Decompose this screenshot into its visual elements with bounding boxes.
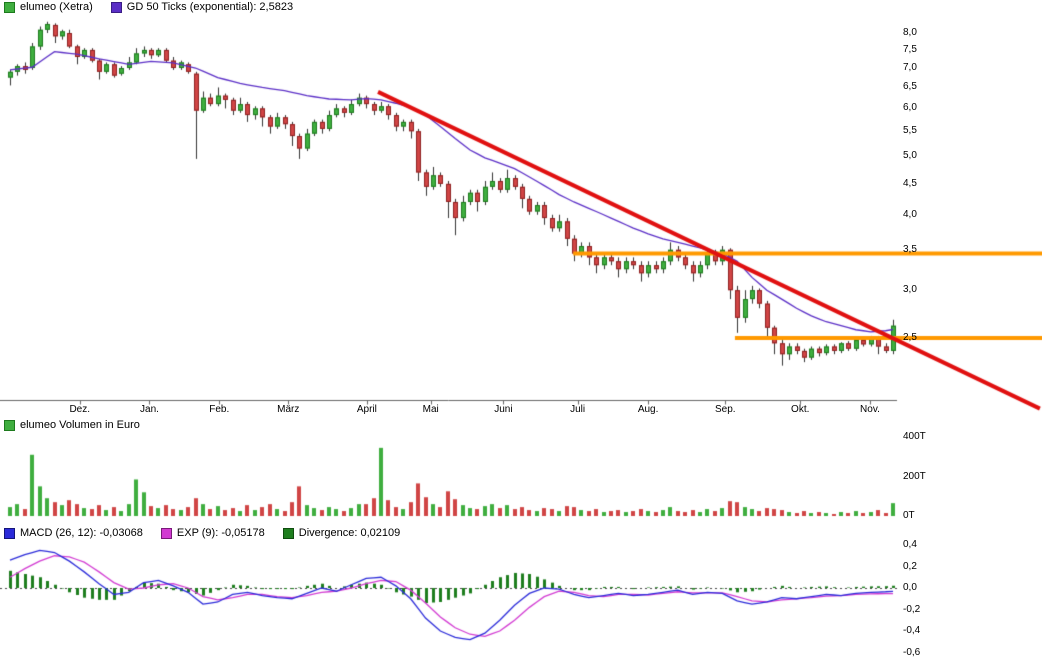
- macd-label: MACD (26, 12): -0,03068: [20, 527, 143, 539]
- price-series-swatch-icon: [4, 2, 15, 13]
- price-y-tick-label: 2,5: [903, 332, 917, 343]
- macd-swatch-icon: [4, 528, 15, 539]
- divergence-label: Divergence: 0,02109: [298, 527, 401, 539]
- gd50-label: GD 50 Ticks (exponential): 2,5823: [126, 1, 294, 13]
- macd-y-tick-label: -0,2: [903, 603, 921, 615]
- macd-y-tick-label: 0,4: [903, 539, 917, 550]
- price-series-label: elumeo (Xetra): [20, 1, 93, 13]
- macd-y-tick-label: -0,6: [903, 646, 921, 658]
- price-y-tick-label: 3,5: [903, 243, 917, 255]
- price-x-tick-label: März: [277, 404, 300, 415]
- price-y-tick-label: 7,5: [903, 43, 917, 55]
- macd-legend: MACD (26, 12): -0,03068 EXP (9): -0,0517…: [4, 527, 400, 540]
- price-x-tick-label: Jan.: [140, 404, 159, 415]
- volume-y-tick-label: 0T: [903, 510, 915, 521]
- price-y-tick-label: 5,5: [903, 125, 917, 137]
- price-series-legend-item: elumeo (Xetra): [4, 1, 93, 14]
- price-x-tick-label: Feb.: [209, 404, 230, 415]
- price-x-tick-label: Aug.: [637, 404, 659, 415]
- divergence-swatch-icon: [282, 528, 294, 539]
- price-x-tick-label: Dez.: [69, 404, 91, 415]
- price-y-tick-label: 5,0: [903, 150, 917, 162]
- price-y-tick-label: 3,0: [903, 284, 917, 296]
- exp-label: EXP (9): -0,05178: [176, 527, 265, 539]
- price-x-tick-label: Okt.: [791, 404, 810, 415]
- macd-y-tick-label: 0,2: [903, 560, 917, 572]
- volume-y-tick-label: 200T: [903, 470, 926, 482]
- gd50-swatch-icon: [110, 2, 122, 13]
- gd50-legend-item: GD 50 Ticks (exponential): 2,5823: [110, 1, 294, 14]
- price-y-tick-label: 7,0: [903, 62, 917, 73]
- volume-legend: elumeo Volumen in Euro: [4, 419, 140, 432]
- price-y-tick-label: 4,5: [903, 177, 917, 189]
- price-x-tick-label: Mai: [422, 404, 439, 415]
- exp-swatch-icon: [160, 528, 172, 539]
- price-legend: elumeo (Xetra) GD 50 Ticks (exponential)…: [4, 1, 293, 14]
- macd-legend-item: MACD (26, 12): -0,03068: [4, 527, 143, 540]
- volume-legend-item: elumeo Volumen in Euro: [4, 419, 140, 432]
- price-y-tick-label: 4,0: [903, 208, 917, 220]
- price-y-tick-label: 6,0: [903, 102, 917, 114]
- price-y-tick-label: 6,5: [903, 81, 917, 93]
- price-y-tick-label: 8,0: [903, 27, 917, 38]
- volume-swatch-icon: [4, 420, 15, 431]
- macd-y-tick-label: 0,0: [903, 582, 917, 593]
- price-x-tick-label: Nov.: [860, 404, 880, 415]
- volume-label: elumeo Volumen in Euro: [20, 419, 140, 431]
- price-x-tick-label: Juni: [494, 404, 513, 415]
- price-x-tick-label: Juli: [570, 404, 586, 415]
- exp-legend-item: EXP (9): -0,05178: [160, 527, 265, 540]
- divergence-legend-item: Divergence: 0,02109: [282, 527, 401, 540]
- macd-y-tick-label: -0,4: [903, 625, 921, 636]
- price-x-tick-label: April: [356, 404, 377, 415]
- price-x-tick-label: Sep.: [714, 404, 736, 415]
- volume-y-tick-label: 400T: [903, 431, 926, 442]
